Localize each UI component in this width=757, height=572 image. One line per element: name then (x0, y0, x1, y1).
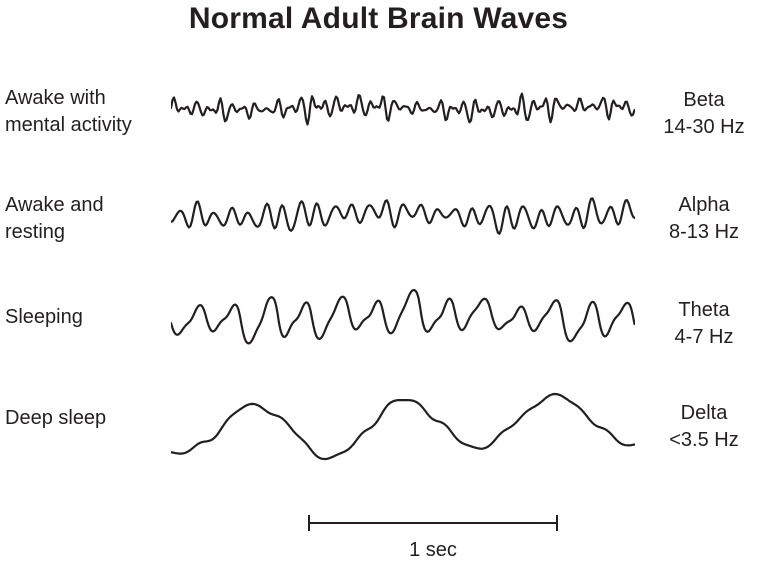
scale-bar-label: 1 sec (409, 539, 457, 561)
delta-wave-trace (171, 392, 635, 461)
state-label-line1: Deep sleep (5, 407, 107, 429)
freq-range: <3.5 Hz (669, 429, 739, 451)
state-label-sleeping: Sleeping (5, 304, 171, 331)
band-label-theta: Theta 4-7 Hz (651, 297, 757, 351)
freq-range: 14-30 Hz (663, 116, 745, 138)
page-title: Normal Adult Brain Waves (188, 2, 569, 35)
alpha-wave-trace (171, 197, 635, 235)
wave-name: Delta (680, 402, 728, 424)
state-label-line2: mental activity (5, 114, 132, 136)
time-scale-bar (308, 515, 558, 531)
theta-wave-trace (171, 288, 635, 345)
freq-range: 4-7 Hz (674, 326, 734, 348)
wave-name: Theta (678, 299, 730, 321)
state-label-awake-mental: Awake with mental activity (5, 85, 171, 139)
beta-wave-trace (171, 92, 635, 126)
scale-bar-line (308, 522, 558, 524)
state-label-deep-sleep: Deep sleep (5, 405, 171, 432)
freq-range: 8-13 Hz (668, 221, 740, 243)
state-label-line1: Awake and (5, 194, 104, 216)
wave-name: Beta (683, 89, 725, 111)
state-label-line1: Awake with (5, 87, 106, 109)
state-label-line2: resting (5, 221, 66, 243)
wave-name: Alpha (678, 194, 730, 216)
state-label-line1: Sleeping (5, 306, 83, 328)
band-label-alpha: Alpha 8-13 Hz (651, 192, 757, 246)
band-label-beta: Beta 14-30 Hz (651, 87, 757, 141)
scale-bar-right-tick (556, 515, 558, 531)
band-label-delta: Delta <3.5 Hz (651, 400, 757, 454)
state-label-awake-resting: Awake and resting (5, 192, 171, 246)
